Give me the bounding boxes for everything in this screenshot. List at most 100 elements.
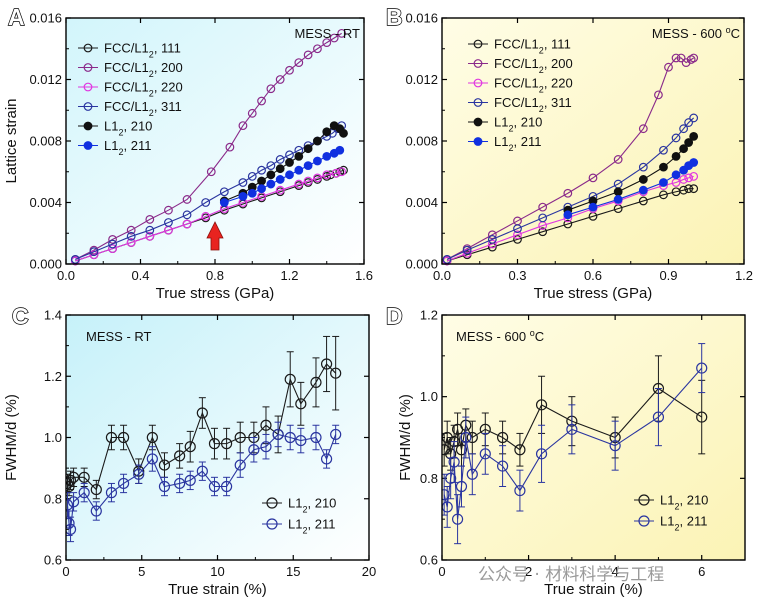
panel-d: 0 2 4 6 0.6 0.8 1.0 1.2 L12, 210 L12, 211 MESS - 6… [385, 302, 746, 598]
data-point [257, 165, 266, 175]
panel-title: MESS - 600 oC [652, 25, 740, 41]
x-tick-label: 0.4 [131, 268, 149, 283]
y-tick-label: 0.8 [420, 471, 438, 486]
data-point [66, 474, 77, 486]
data-point [105, 487, 118, 499]
data-point [563, 188, 573, 198]
data-point [78, 471, 90, 483]
data-point [275, 175, 285, 184]
data-point [66, 499, 74, 511]
legend-label: L12, 210 [660, 493, 708, 512]
data-point [329, 33, 339, 43]
data-point [335, 145, 345, 155]
data-point [638, 175, 648, 184]
data-point [303, 50, 313, 60]
data-point [284, 373, 296, 385]
data-point [671, 170, 681, 180]
data-point [108, 239, 117, 249]
data-point [689, 131, 699, 141]
data-point [613, 195, 623, 204]
data-point [638, 124, 648, 134]
x-tick-label: 10 [210, 564, 224, 579]
y-tick-label: 0.012 [405, 72, 438, 87]
series-line [443, 387, 703, 454]
x-tick-label: 0.0 [433, 268, 451, 283]
data-point [257, 96, 266, 106]
data-point [638, 196, 648, 206]
y-tick-label: 0.000 [405, 257, 438, 272]
series-line [446, 175, 694, 262]
legend-marker [473, 117, 483, 127]
panel-title: MESS - RT [295, 26, 361, 41]
data-point [689, 113, 699, 123]
data-point [295, 434, 307, 447]
data-point [652, 411, 665, 423]
data-point [696, 411, 708, 423]
data-point [303, 144, 313, 154]
data-point [146, 431, 158, 444]
y-tick-label: 1.0 [44, 430, 62, 445]
data-point [455, 444, 468, 456]
data-point [275, 164, 285, 174]
data-point [284, 431, 296, 444]
plot-area [442, 343, 708, 545]
data-point [220, 480, 233, 493]
watermark-text: 公众号 · 材料科学与工程 [478, 565, 665, 585]
data-point [513, 224, 522, 234]
x-tick-label: 0 [62, 564, 69, 579]
legend-marker [473, 98, 483, 107]
y-tick-label: 0.004 [29, 195, 62, 210]
data-point [89, 250, 99, 260]
data-point [219, 198, 229, 207]
y-tick-label: 0.008 [405, 134, 438, 149]
x-tick-label: 0.8 [206, 268, 224, 283]
legend-label: FCC/L12, 200 [494, 56, 573, 75]
data-point [133, 468, 145, 480]
legend-label: FCC/L12, 311 [494, 95, 572, 114]
series-line [446, 117, 695, 260]
legend-marker [473, 137, 483, 146]
data-point [638, 185, 648, 195]
panel-letter: D [386, 303, 403, 329]
data-point [448, 456, 460, 468]
legend-marker [83, 43, 93, 53]
y-axis-label: Lattice strain [3, 98, 20, 183]
data-point [497, 431, 509, 444]
legend-label: L12, 210 [288, 496, 336, 515]
x-tick-label: 0 [438, 564, 445, 579]
data-point [659, 190, 668, 200]
data-point [671, 53, 681, 63]
y-tick-label: 0.008 [29, 134, 62, 149]
legend-marker [473, 39, 483, 49]
data-point [66, 480, 75, 493]
legend-label: L12, 211 [660, 514, 707, 533]
x-tick-label: 20 [362, 564, 376, 579]
data-point [659, 145, 668, 155]
series-1 [442, 343, 708, 545]
data-point [339, 128, 348, 138]
series-1 [66, 421, 342, 543]
data-point [535, 399, 548, 411]
data-point [679, 175, 688, 184]
data-point [182, 210, 192, 220]
data-point [676, 53, 686, 63]
data-point [295, 398, 307, 410]
data-point [260, 441, 272, 453]
data-point [689, 158, 699, 167]
data-point [266, 161, 276, 171]
data-point [257, 184, 266, 194]
plot-area [70, 28, 348, 266]
y-axis-label: FWHM/d (%) [3, 394, 20, 481]
legend-marker [83, 141, 93, 150]
legend-marker [83, 121, 93, 131]
data-point [146, 453, 158, 465]
panel-b: 0.0 0.3 0.6 0.9 1.2 0.000 0.004 0.008 0.012 0.016… [385, 3, 753, 302]
legend-label: L12, 211 [104, 138, 151, 157]
data-point [285, 65, 294, 75]
data-point [330, 367, 342, 379]
legend-label: FCC/L12, 220 [494, 76, 573, 95]
plot-frame [441, 314, 746, 561]
data-point [182, 195, 192, 204]
data-point [248, 444, 260, 456]
